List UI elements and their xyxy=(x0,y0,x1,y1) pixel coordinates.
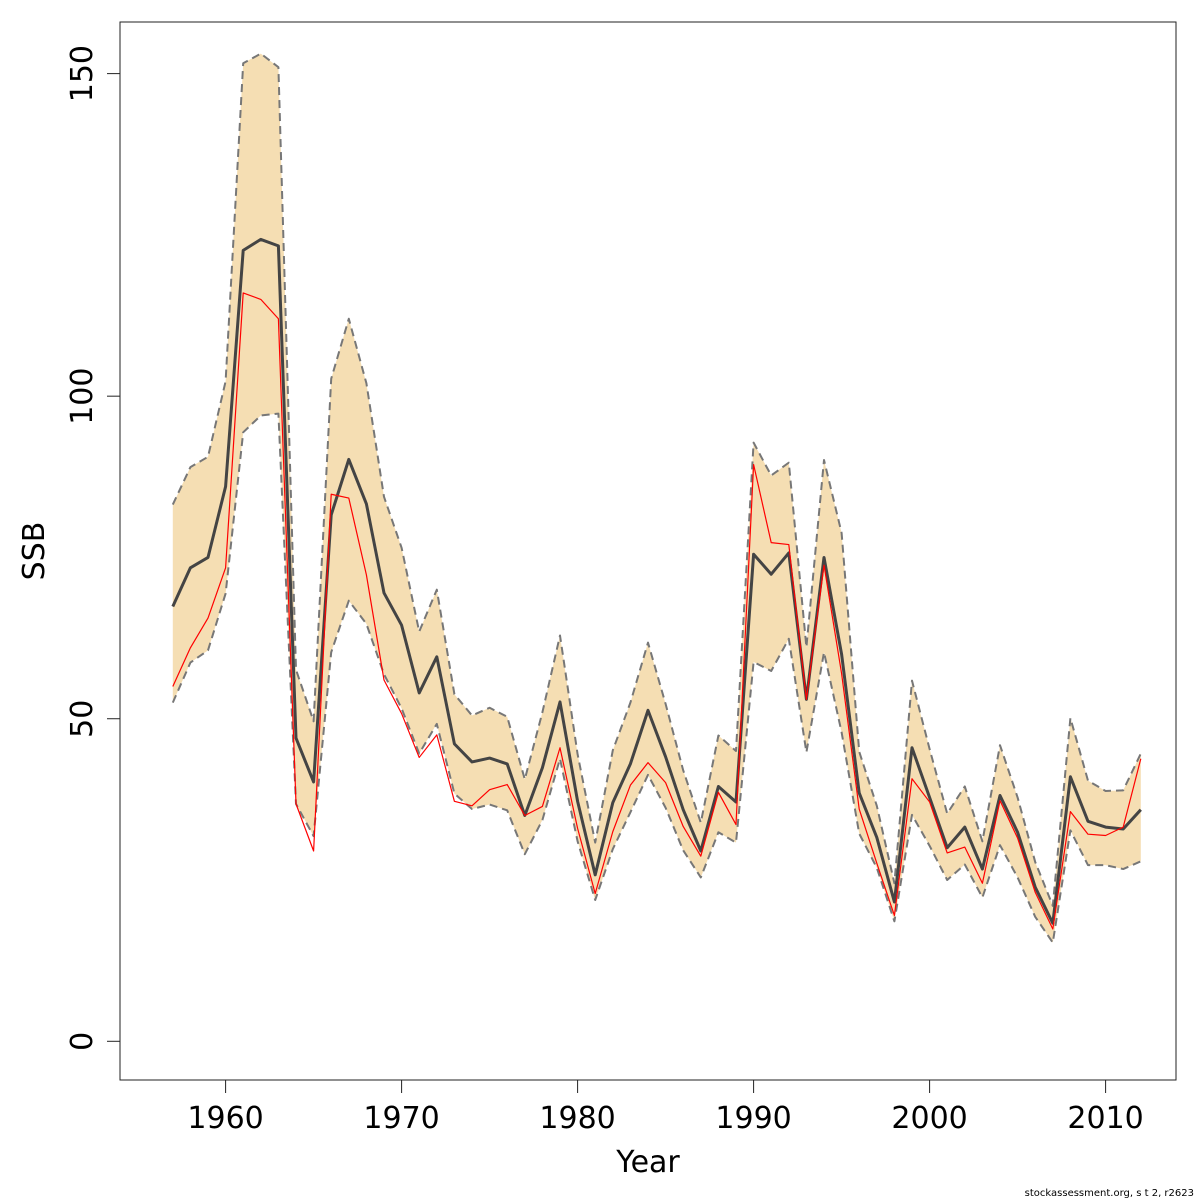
upper-bound-line xyxy=(171,52,1142,907)
x-axis-title: Year xyxy=(615,1145,680,1180)
x-tick-label: 1990 xyxy=(715,1101,791,1136)
y-tick-label: 50 xyxy=(65,700,100,738)
x-tick-label: 2000 xyxy=(891,1101,967,1136)
lower-bound-line xyxy=(171,412,1142,944)
comparison-line xyxy=(172,292,1142,930)
y-axis: 0 50 100 150 xyxy=(65,45,121,1051)
estimate-line xyxy=(171,237,1142,925)
x-tick-label: 1970 xyxy=(363,1101,439,1136)
y-tick-label: 0 xyxy=(65,1032,100,1051)
x-tick-label: 1980 xyxy=(539,1101,615,1136)
y-tick-label: 100 xyxy=(65,368,100,425)
y-tick-label: 150 xyxy=(65,45,100,102)
x-axis: 1960 1970 1980 1990 2000 2010 xyxy=(187,1079,1144,1136)
x-tick-label: 1960 xyxy=(187,1101,263,1136)
x-tick-label: 2010 xyxy=(1067,1101,1143,1136)
y-axis-title: SSB xyxy=(17,522,52,581)
confidence-band xyxy=(172,53,1141,943)
plot-area xyxy=(171,52,1142,944)
footer-credit: stockassessment.org, s t 2, r2623 xyxy=(1025,1188,1194,1199)
